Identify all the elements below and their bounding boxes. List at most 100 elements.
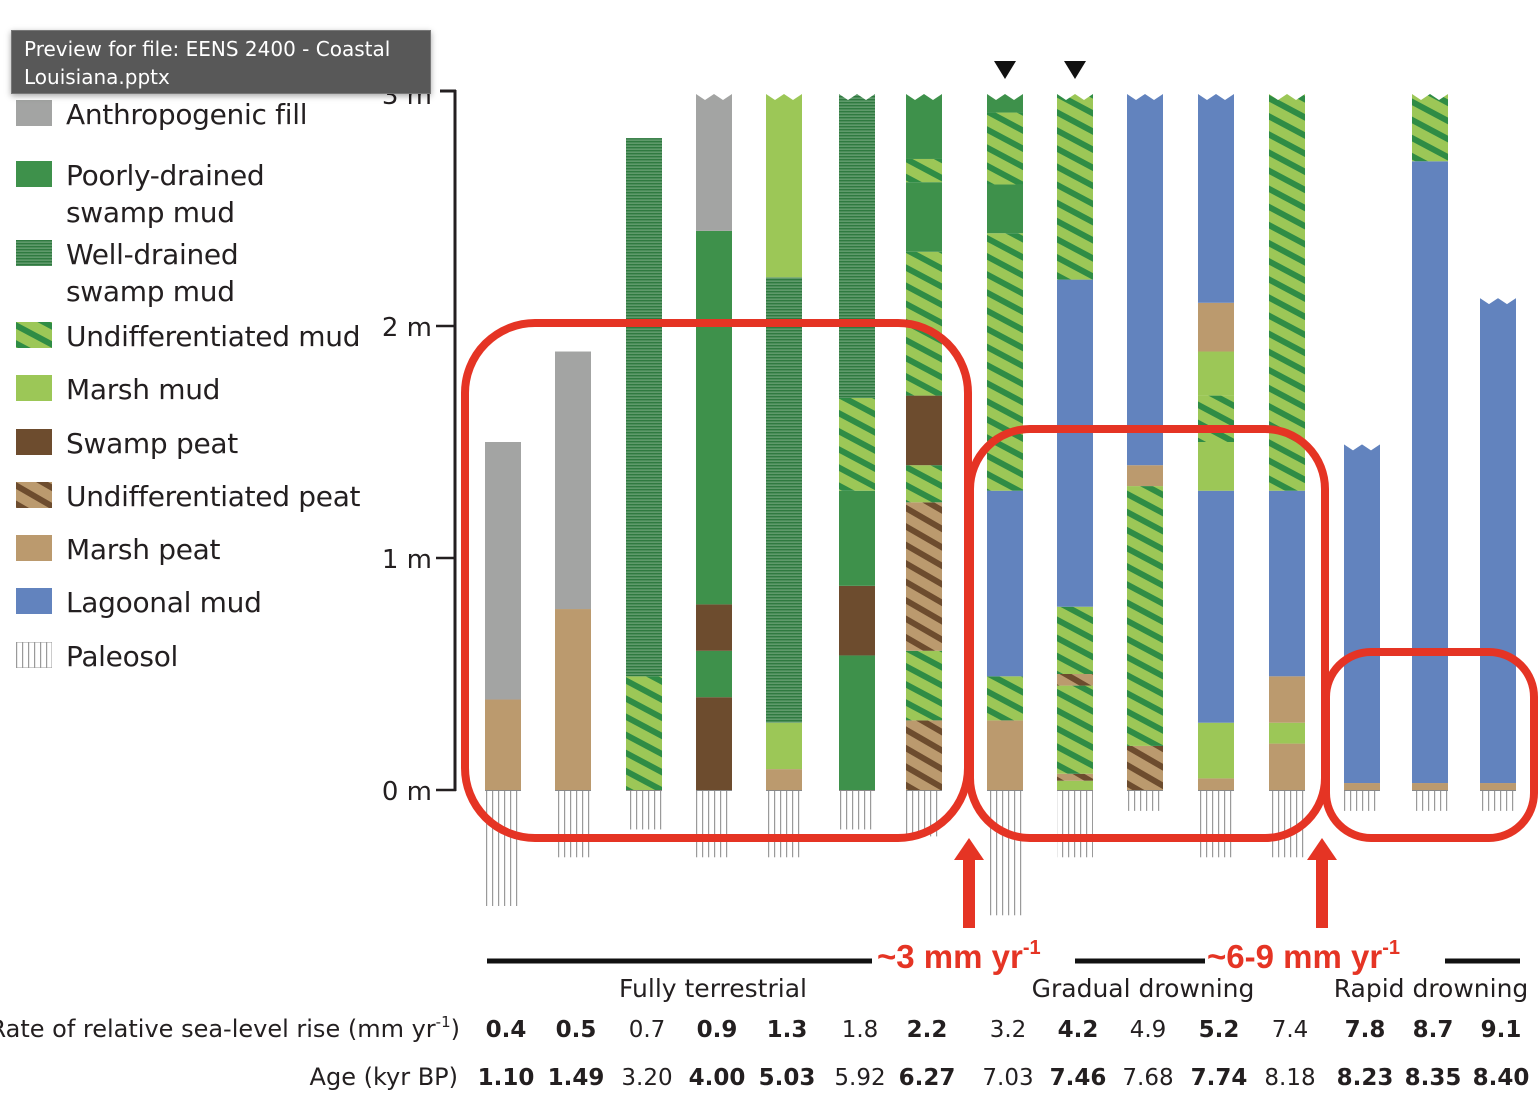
layer-upeat [1057,674,1093,686]
paleosol-layer [1057,790,1093,858]
legend-item-mpeat: Marsh peat [16,531,221,568]
layer-lag [987,490,1023,677]
core-column: 9.1 8.40 [1473,294,1529,1091]
layer-umud [1127,486,1163,746]
layer-umud [906,158,942,183]
layer-mmud [1198,722,1234,779]
layer-umud [839,397,875,491]
paleosol-layer [1127,790,1163,811]
legend-label: Marsh mud [66,373,221,406]
highlight-box-rapid [1322,648,1538,842]
rate-value: 8.7 [1413,1017,1454,1043]
layer-umud [1057,606,1093,674]
red-annotations: ~3 mm yr-1 ~6-9 mm yr-1 [461,319,1538,975]
layer-umud [1198,395,1234,442]
eroded-top-edge [986,90,1024,100]
eroded-top-edge [1197,90,1235,100]
layer-umud [1412,94,1448,162]
layer-poor [696,230,732,605]
layer-mpeat [1269,676,1305,723]
age-value: 8.23 [1337,1065,1394,1091]
layer-mpeat [555,609,591,790]
layer-mpeat [1269,743,1305,790]
legend-item-poor: Poorly-drained swamp mud [16,157,265,231]
layer-umud [906,650,942,721]
paleosol-layer [1344,790,1380,811]
legend-item-fill: Anthropogenic fill [16,96,307,133]
layer-mpeat [1344,783,1380,790]
core-column: 7.8 8.23 [1337,440,1394,1091]
layer-umud [1269,94,1305,491]
layer-speat [696,697,732,790]
layer-speat [906,395,942,466]
rate-value: 2.2 [907,1017,948,1043]
layer-mpeat [1412,783,1448,790]
layer-fill [485,442,521,700]
core-column: 4.9 7.68 [1122,90,1174,1091]
layer-lag [1344,444,1380,784]
paleosol-layer [839,790,875,830]
legend-item-speat: Swamp peat [16,425,238,462]
tooltip-text: Preview for file: EENS 2400 - Coastal Lo… [24,37,391,89]
layer-mpeat [1480,783,1516,790]
layer-mmud [1198,351,1234,396]
eroded-top-edge [1126,90,1164,100]
rate-row-label: Rate of relative sea-level rise (mm yr-1… [0,1013,460,1043]
layer-umud [1057,94,1093,280]
layer-mpeat [1127,465,1163,487]
layer-mmud [766,722,802,770]
eroded-top-edge [1268,90,1306,100]
layer-umud [906,465,942,503]
rate-value: 0.7 [629,1017,666,1043]
rate-value: 9.1 [1481,1017,1522,1043]
layer-mmud [1269,722,1305,744]
file-preview-tooltip: Preview for file: EENS 2400 - Coastal Lo… [11,30,431,94]
rate-value: 4.9 [1130,1017,1167,1043]
paleosol-layer [987,790,1023,916]
paleosol-layer [555,790,591,858]
layer-poor [906,182,942,252]
legend-label: Well-drained swamp mud [66,238,239,308]
age-value: 7.68 [1122,1065,1173,1091]
rate-annotation-6-9mm: ~6-9 mm yr-1 [1207,937,1400,975]
legend-label: Swamp peat [66,427,238,460]
legend-item-paleo: Paleosol [16,638,178,675]
rate-value: 4.2 [1058,1017,1099,1043]
legend-item-lag: Lagoonal mud [16,584,262,621]
legend-swatch-well [16,240,52,266]
age-value: 6.27 [899,1065,956,1091]
layer-umud [626,676,662,790]
tick-label-1m: 1 m [382,545,432,575]
layer-upeat [906,720,942,790]
layer-mpeat [987,720,1023,790]
legend-swatch-upeat [16,482,52,508]
layer-umud [987,233,1023,491]
marker-triangle-icon [1064,61,1086,79]
group-label-gradual-drowning: Gradual drowning [1032,974,1255,1003]
legend-swatch-poor [16,161,52,187]
eroded-top-edge [905,90,943,100]
legend-label: Poorly-drained swamp mud [66,159,265,229]
layer-upeat [1127,745,1163,790]
core-column: 0.7 3.20 [621,138,673,1091]
layer-poor [839,655,875,790]
paleosol-layer [626,790,662,830]
core-column: 4.2 7.46 [1050,61,1106,1091]
layer-well [839,94,875,398]
eroded-top-edge [765,90,803,100]
paleosol-layer [485,790,521,906]
age-value: 3.20 [621,1065,672,1091]
depth-axis: 0 m 1 m 2 m 3 m [382,81,457,807]
paleosol-layer [766,790,802,858]
legend-swatch-mmud [16,375,52,401]
eroded-top-edge [1411,90,1449,100]
legend-label: Lagoonal mud [66,586,262,619]
layer-fill [696,94,732,231]
legend-item-upeat: Undifferentiated peat [16,478,361,515]
rate-value: 3.2 [990,1017,1027,1043]
legend-swatch-umud [16,322,52,348]
layer-mpeat [485,699,521,790]
layer-mmud [766,94,802,278]
